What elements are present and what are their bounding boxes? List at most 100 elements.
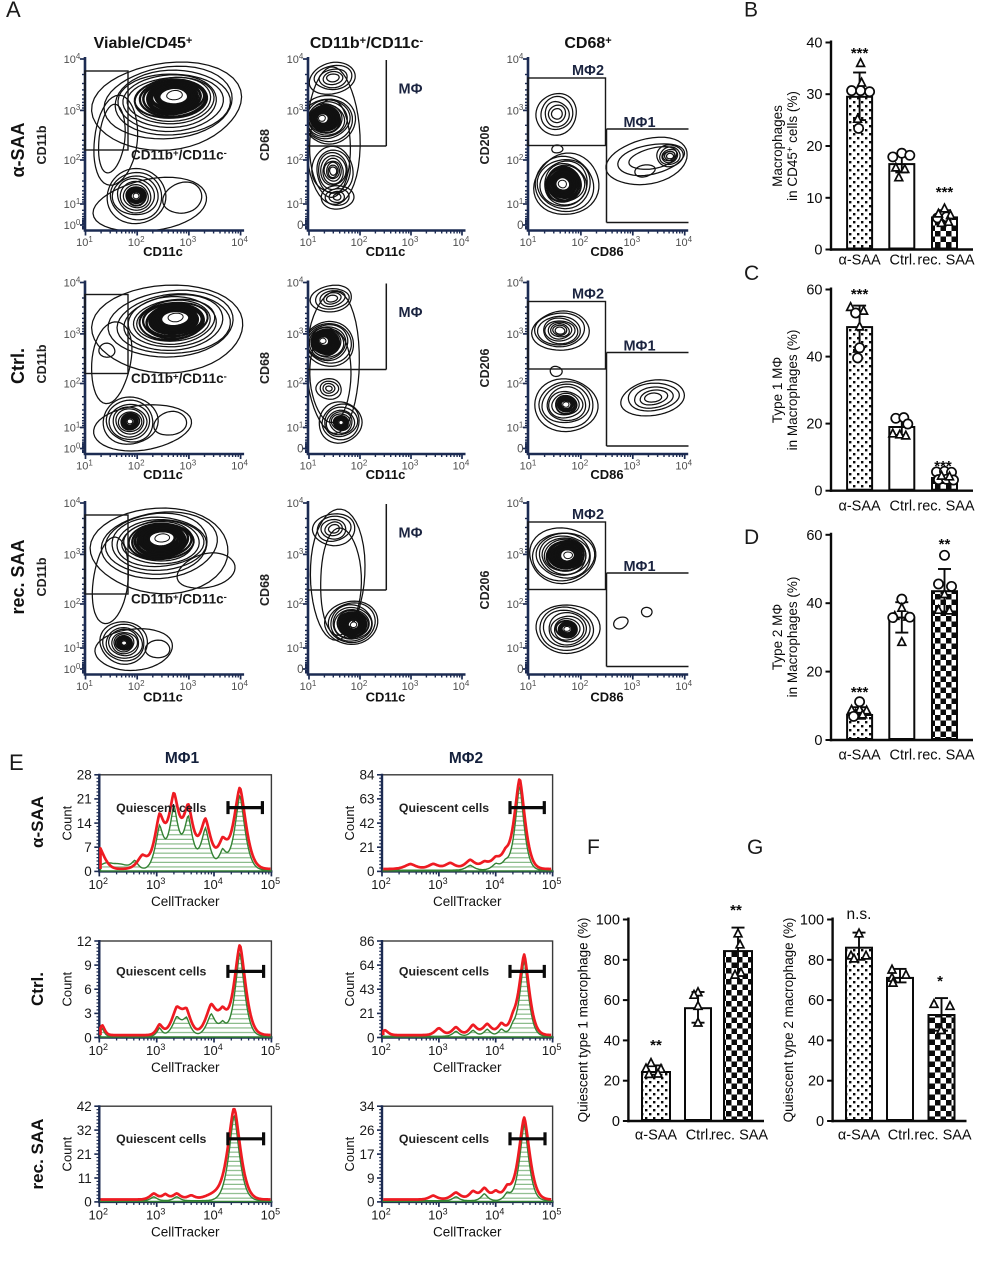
svg-text:Ctrl.: Ctrl. <box>890 253 917 269</box>
svg-text:CD86: CD86 <box>590 467 623 482</box>
svg-text:MΦ2: MΦ2 <box>572 287 604 303</box>
svg-text:0: 0 <box>297 444 303 456</box>
svg-text:CD11c: CD11c <box>143 244 183 259</box>
svg-text:Quiescent cells: Quiescent cells <box>116 1132 206 1146</box>
svg-text:Quiescent cells: Quiescent cells <box>399 965 489 979</box>
svg-text:CD11c: CD11c <box>143 690 183 705</box>
svg-text:in Macrophages (%): in Macrophages (%) <box>785 577 800 698</box>
svg-text:Quiescent type 2 macrophage (%: Quiescent type 2 macrophage (%) <box>781 918 796 1123</box>
svg-text:CD206: CD206 <box>478 571 492 610</box>
svg-text:CD206: CD206 <box>478 349 492 388</box>
svg-text:rec. SAA: rec. SAA <box>917 499 975 515</box>
svg-text:CellTracker: CellTracker <box>433 894 502 909</box>
svg-text:CD68: CD68 <box>258 574 272 606</box>
svg-text:C: C <box>744 262 759 285</box>
svg-text:21: 21 <box>77 1147 92 1162</box>
svg-text:Type 2 MΦ: Type 2 MΦ <box>770 604 785 670</box>
svg-text:0: 0 <box>367 1195 375 1210</box>
svg-text:Ctrl.: Ctrl. <box>8 348 28 384</box>
svg-text:0: 0 <box>814 733 822 749</box>
svg-text:CD11c: CD11c <box>366 244 406 259</box>
svg-text:0: 0 <box>84 1030 92 1045</box>
svg-text:3: 3 <box>84 1006 92 1021</box>
svg-text:84: 84 <box>359 768 375 783</box>
svg-text:Ctrl.: Ctrl. <box>686 1128 713 1144</box>
svg-text:34: 34 <box>359 1099 375 1114</box>
svg-text:CD11c: CD11c <box>143 467 183 482</box>
svg-text:F: F <box>587 836 600 859</box>
svg-text:*: * <box>937 973 943 990</box>
svg-text:80: 80 <box>808 953 824 969</box>
svg-text:MΦ1: MΦ1 <box>165 750 200 767</box>
svg-text:**: ** <box>730 902 742 919</box>
svg-text:CD86: CD86 <box>590 690 623 705</box>
svg-text:CellTracker: CellTracker <box>151 1224 220 1239</box>
svg-text:0: 0 <box>814 243 822 259</box>
svg-text:**: ** <box>939 536 951 553</box>
svg-text:0: 0 <box>84 1195 92 1210</box>
svg-text:CD86: CD86 <box>590 244 623 259</box>
svg-text:0: 0 <box>814 484 822 500</box>
svg-text:α-SAA: α-SAA <box>838 499 881 515</box>
svg-text:rec. SAA: rec. SAA <box>917 748 975 764</box>
svg-text:Quiescent cells: Quiescent cells <box>399 801 489 815</box>
svg-text:0: 0 <box>297 664 303 676</box>
svg-text:28: 28 <box>77 768 92 783</box>
svg-text:21: 21 <box>359 840 374 855</box>
svg-text:86: 86 <box>359 934 374 949</box>
svg-text:6: 6 <box>84 982 92 997</box>
svg-text:MΦ: MΦ <box>399 305 423 321</box>
svg-text:***: *** <box>851 45 869 62</box>
svg-text:Ctrl.: Ctrl. <box>890 748 917 764</box>
svg-text:0: 0 <box>612 1114 620 1130</box>
svg-text:0: 0 <box>297 220 303 232</box>
svg-text:0: 0 <box>84 864 92 879</box>
svg-text:0: 0 <box>517 664 523 676</box>
svg-text:α-SAA: α-SAA <box>838 1128 881 1144</box>
svg-text:Ctrl.: Ctrl. <box>888 1128 915 1144</box>
svg-text:CellTracker: CellTracker <box>433 1060 502 1075</box>
svg-text:60: 60 <box>806 528 822 544</box>
svg-text:64: 64 <box>359 958 375 973</box>
svg-text:Quiescent cells: Quiescent cells <box>399 1132 489 1146</box>
svg-text:Type 1 MΦ: Type 1 MΦ <box>770 357 785 423</box>
svg-text:CD11b: CD11b <box>35 557 49 596</box>
svg-text:n.s.: n.s. <box>847 906 872 923</box>
svg-text:100: 100 <box>596 913 620 929</box>
svg-text:60: 60 <box>806 283 822 299</box>
svg-text:63: 63 <box>359 792 374 807</box>
svg-text:26: 26 <box>359 1123 374 1138</box>
svg-text:Count: Count <box>342 1136 357 1171</box>
svg-text:Count: Count <box>59 805 74 840</box>
svg-text:42: 42 <box>359 816 374 831</box>
svg-text:in Macrophages (%): in Macrophages (%) <box>785 330 800 451</box>
svg-text:0: 0 <box>816 1114 824 1130</box>
svg-text:7: 7 <box>84 840 92 855</box>
svg-text:0: 0 <box>367 864 375 879</box>
svg-text:60: 60 <box>604 993 620 1009</box>
svg-text:***: *** <box>851 286 869 303</box>
svg-text:80: 80 <box>604 953 620 969</box>
svg-text:α-SAA: α-SAA <box>8 122 28 177</box>
svg-text:**: ** <box>650 1037 662 1054</box>
svg-text:9: 9 <box>84 958 92 973</box>
svg-text:CellTracker: CellTracker <box>151 1060 220 1075</box>
svg-text:***: *** <box>851 684 869 701</box>
svg-text:D: D <box>744 526 759 549</box>
svg-text:CD68: CD68 <box>258 352 272 384</box>
svg-text:E: E <box>9 750 24 775</box>
svg-text:10: 10 <box>806 191 822 207</box>
svg-text:0: 0 <box>517 220 523 232</box>
svg-text:Macrophages: Macrophages <box>770 105 785 187</box>
svg-text:60: 60 <box>808 993 824 1009</box>
svg-text:20: 20 <box>808 1074 824 1090</box>
svg-text:CD11c: CD11c <box>366 467 406 482</box>
svg-text:Ctrl.: Ctrl. <box>890 499 917 515</box>
svg-text:Count: Count <box>59 971 74 1006</box>
svg-text:rec. SAA: rec. SAA <box>917 253 975 269</box>
svg-text:40: 40 <box>806 596 822 612</box>
svg-text:rec. SAA: rec. SAA <box>711 1128 769 1144</box>
svg-text:Ctrl.: Ctrl. <box>28 972 47 1006</box>
svg-text:MΦ1: MΦ1 <box>623 339 655 355</box>
svg-text:CD11b+/CD11c-: CD11b+/CD11c- <box>131 148 227 163</box>
